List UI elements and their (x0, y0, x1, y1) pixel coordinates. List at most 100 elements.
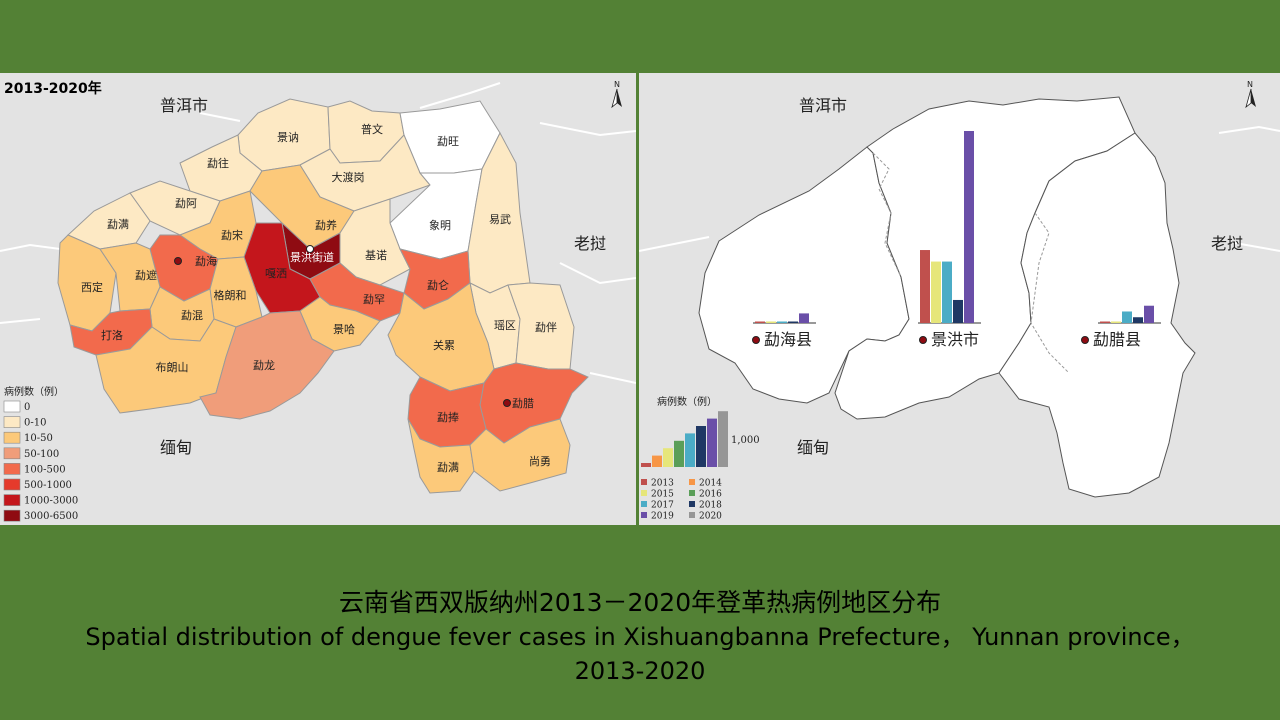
scale-bar (696, 426, 706, 467)
year-label: 2017 (651, 501, 674, 511)
scale-bar (663, 448, 673, 467)
category-label: 勐海县 (764, 330, 812, 349)
legend-label: 0-10 (24, 418, 46, 429)
legend-label: 50-100 (24, 449, 59, 460)
town-label-mengpeng: 勐捧 (437, 411, 459, 424)
scale-bar (652, 455, 662, 467)
scale-bar (707, 418, 717, 467)
year-label: 2016 (699, 490, 722, 500)
scale-bar (641, 463, 651, 467)
year-swatch (641, 512, 647, 518)
year-label: 2014 (699, 479, 722, 489)
year-label: 2020 (699, 512, 722, 522)
map-legend: 病例数（例） 0 0-10 10-50 50-100 100-500 500-1000 10… (3, 385, 78, 522)
legend-swatch (3, 509, 21, 522)
bar-2015 (1111, 321, 1121, 323)
legend-swatch (3, 494, 21, 506)
township-polygon (407, 418, 475, 494)
bar-2019 (799, 313, 809, 323)
county-seat-marker (752, 336, 760, 344)
category-label: 勐腊县 (1093, 330, 1141, 349)
bar-2017 (1122, 311, 1132, 323)
year-label: 2015 (651, 490, 674, 500)
legend-label: 1000-3000 (24, 496, 78, 507)
township-labels: 景讷 普文 勐旺 勐往 大渡岗 勐阿 象明 易武 勐满 勐宋 勐养 勐海 景洪街… (81, 122, 557, 474)
town-label-xiding: 西定 (81, 280, 103, 294)
region-label-myanmar: 缅甸 (160, 438, 192, 457)
choropleth-map-panel: 景讷 普文 勐旺 勐往 大渡岗 勐阿 象明 易武 勐满 勐宋 勐养 勐海 景洪街… (0, 73, 636, 525)
town-label-guanlei: 关累 (433, 338, 455, 352)
bar-2013 (755, 321, 765, 323)
town-label-gasa: 嘎洒 (265, 267, 287, 280)
legend-swatch (3, 463, 21, 475)
bar-2013 (920, 250, 930, 323)
town-label-menga: 勐阿 (175, 197, 197, 210)
region-label-puer-right: 普洱市 (799, 96, 847, 115)
region-label-myanmar-right: 缅甸 (797, 438, 829, 457)
region-label-puer: 普洱市 (160, 96, 208, 115)
town-label-mengwang2: 勐往 (207, 156, 229, 170)
year-swatch (689, 512, 695, 518)
town-label-mengman-north: 勐满 (107, 218, 129, 231)
north-arrow-icon-right: N (1245, 80, 1256, 109)
bar-2015 (931, 261, 941, 323)
legend-label: 0 (24, 402, 30, 413)
town-label-gelanghe: 格朗和 (214, 288, 247, 302)
township-polygon (69, 308, 153, 356)
legend-label: 3000-6500 (24, 511, 78, 522)
county-outline-mengla (998, 132, 1196, 498)
svg-text:N: N (1247, 80, 1253, 89)
bar-map: 普洱市 老挝 缅甸 N 勐海县 景洪市 勐腊县 病例数（例） 1,000 2013 2… (639, 80, 1280, 522)
town-label-yaoqu: 瑶区 (494, 319, 516, 332)
town-label-puwen: 普文 (361, 122, 383, 136)
bar-2019 (964, 131, 974, 323)
town-label-mengban: 勐伴 (535, 321, 557, 334)
caption-english-line1: Spatial distribution of dengue fever cas… (85, 623, 1195, 651)
bar-2015 (766, 321, 776, 323)
figure-caption: 云南省西双版纳州2013－2020年登革热病例地区分布 Spatial dist… (0, 586, 1280, 688)
scale-bar (685, 433, 695, 467)
town-label-menghun: 勐混 (181, 309, 203, 322)
neighbor-boundaries (0, 82, 636, 384)
county-seat-marker-mengla (503, 399, 511, 407)
township-polygon (387, 282, 495, 392)
town-label-jinghong-jiedao: 景洪街道 (290, 250, 334, 264)
caption-english-line2: 2013-2020 (574, 657, 706, 685)
year-swatch (689, 490, 695, 496)
bar-legend: 病例数（例） 1,000 2013 2014 2015 2016 2017 2018 201… (641, 395, 760, 522)
bar-2018 (788, 321, 798, 323)
town-label-menghai: 勐海 (195, 254, 217, 268)
town-label-mengsong: 勐宋 (221, 228, 243, 242)
town-label-jingha: 景哈 (333, 323, 355, 336)
choropleth-map: 景讷 普文 勐旺 勐往 大渡岗 勐阿 象明 易武 勐满 勐宋 勐养 勐海 景洪街… (0, 80, 636, 522)
legend-label: 100-500 (24, 464, 66, 475)
legend-label: 500-1000 (24, 480, 72, 491)
county-bar-charts: 勐海县 景洪市 勐腊县 (752, 131, 1161, 349)
town-label-jinuo: 基诺 (365, 249, 387, 262)
bar-2017 (942, 261, 952, 323)
legend-swatch (3, 431, 21, 444)
town-label-menglun: 勐仑 (427, 278, 449, 292)
year-label: 2019 (651, 512, 674, 522)
town-label-mengman-south: 勐满 (437, 461, 459, 474)
bar-2013 (1100, 321, 1110, 323)
county-seat-marker-menghai (174, 257, 182, 265)
category-label: 景洪市 (931, 330, 979, 349)
town-label-mengla: 勐腊 (512, 397, 534, 410)
bar-map-panel: 普洱市 老挝 缅甸 N 勐海县 景洪市 勐腊县 病例数（例） 1,000 2013 2… (639, 73, 1280, 525)
year-swatch (689, 501, 695, 507)
town-label-menglong: 勐龙 (253, 359, 275, 372)
county-seat-marker (919, 336, 927, 344)
north-arrow-icon: N (611, 80, 622, 109)
bar-2017 (777, 321, 787, 323)
period-label: 2013-2020年 (4, 80, 102, 97)
year-label: 2018 (699, 501, 722, 511)
legend-swatch (3, 447, 21, 460)
town-label-shangyong: 尚勇 (529, 454, 551, 468)
bar-2018 (953, 299, 963, 323)
bar-legend-title: 病例数（例） (657, 395, 717, 408)
neighbor-boundaries-right (639, 125, 1280, 252)
town-label-daduogang: 大渡岗 (332, 170, 365, 184)
region-label-laos: 老挝 (574, 234, 606, 253)
town-label-xiangming: 象明 (429, 219, 451, 232)
